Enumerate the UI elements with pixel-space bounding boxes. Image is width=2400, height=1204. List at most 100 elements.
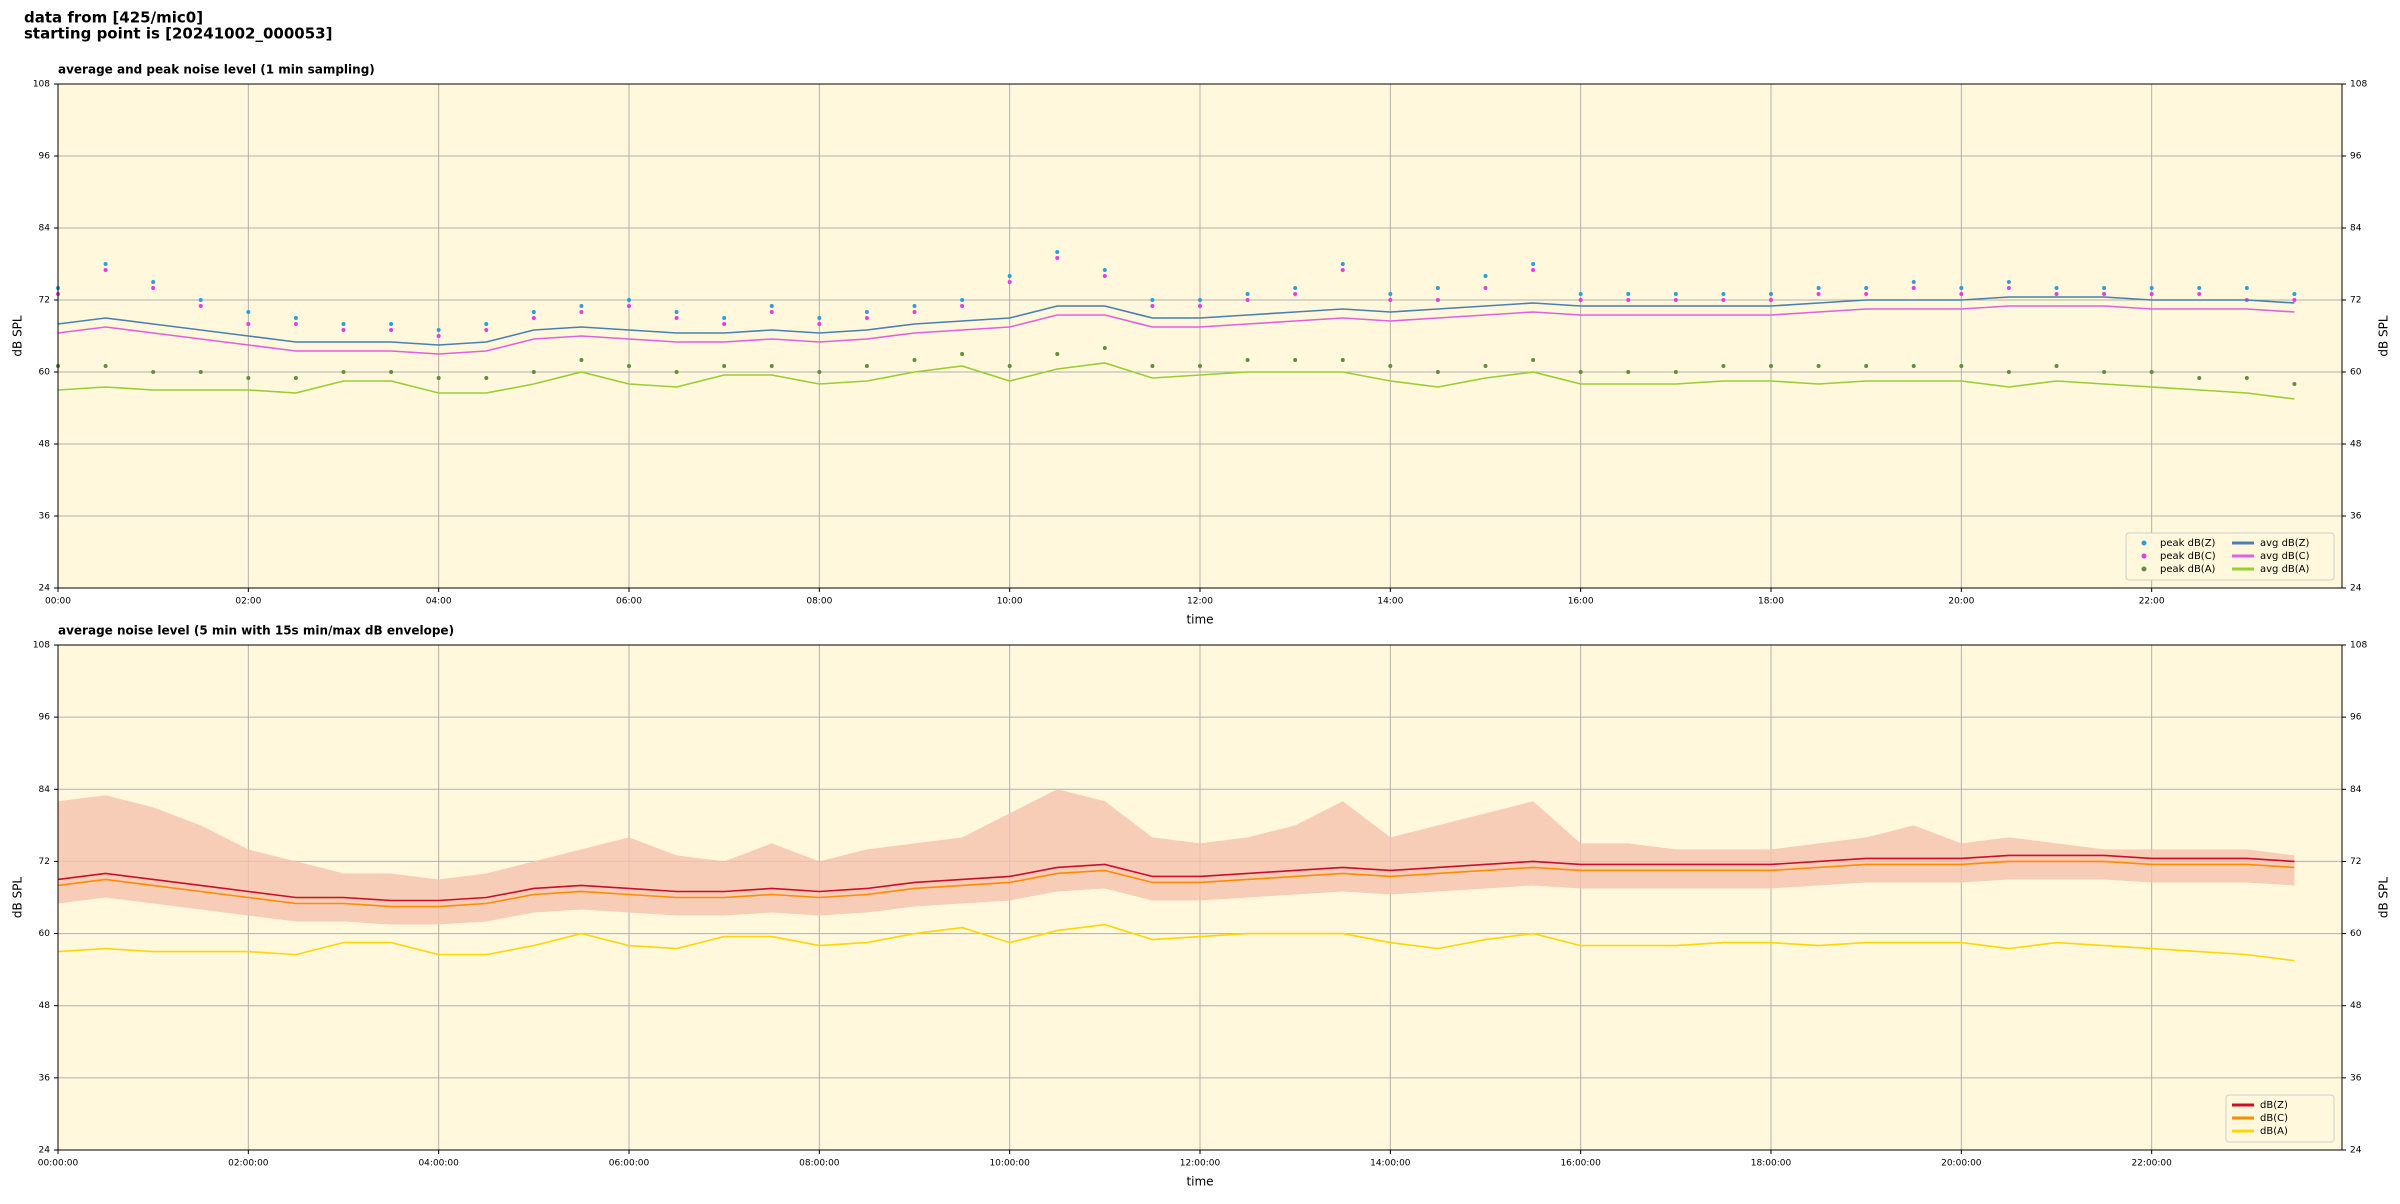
data-point: [722, 322, 727, 326]
data-point: [198, 304, 203, 308]
data-point: [2054, 292, 2059, 296]
plot-frame: [57, 644, 2343, 1151]
data-point: [1626, 292, 1631, 296]
y-axis-label: dB SPL: [11, 877, 25, 919]
data-point: [293, 322, 298, 326]
data-point: [960, 298, 965, 302]
data-point: [2102, 286, 2107, 290]
data-point: [341, 322, 346, 326]
data-point: [531, 316, 536, 320]
data-point: [817, 316, 822, 320]
data-point: [2197, 292, 2202, 296]
data-point: [1388, 298, 1393, 302]
data-point: [1102, 274, 1107, 278]
data-point: [1721, 298, 1726, 302]
data-point: [1293, 358, 1298, 362]
x-tick-label: 22:00: [2139, 597, 2165, 607]
y-tick-label: 24: [39, 1146, 51, 1156]
data-point: [1959, 292, 1964, 296]
data-line: [57, 362, 2295, 400]
y-tick-label: 72: [39, 296, 50, 306]
data-point: [436, 328, 441, 332]
y-tick-label-right: 36: [2350, 512, 2362, 522]
y-tick-label: 96: [39, 152, 51, 162]
y-tick-label: 36: [39, 1073, 51, 1083]
data-point: [627, 364, 631, 368]
data-point: [769, 310, 774, 314]
data-point: [1245, 298, 1250, 302]
data-point: [2054, 286, 2059, 290]
data-point: [1531, 262, 1536, 266]
x-tick-label: 16:00:00: [1560, 1159, 1601, 1169]
data-point: [1673, 298, 1678, 302]
legend-label: peak dB(C): [2160, 551, 2216, 562]
y-tick-label-right: 96: [2350, 152, 2362, 162]
legend-label: avg dB(A): [2260, 564, 2310, 575]
data-point: [1150, 298, 1155, 302]
data-point: [817, 322, 822, 326]
data-line: [57, 854, 2295, 902]
data-point: [1007, 364, 1012, 368]
data-point: [912, 358, 917, 362]
data-point: [2292, 292, 2297, 296]
data-point: [1626, 298, 1631, 302]
y-axis-label: dB SPL: [11, 315, 25, 357]
data-point: [769, 364, 774, 368]
data-point: [2006, 286, 2011, 290]
x-tick-label: 04:00: [426, 597, 452, 607]
header-line: data from [425/mic0]: [24, 9, 203, 27]
y-tick-label-right: 72: [2350, 857, 2361, 867]
data-point: [1245, 292, 1250, 296]
data-point: [1626, 370, 1631, 374]
data-point: [1531, 268, 1536, 272]
data-point: [1816, 364, 1821, 368]
data-point: [1578, 292, 1583, 296]
data-point: [246, 322, 251, 326]
data-point: [1340, 358, 1345, 362]
data-point: [293, 376, 298, 380]
x-tick-label: 02:00:00: [228, 1159, 269, 1169]
data-point: [1293, 286, 1298, 290]
data-point: [484, 328, 489, 332]
data-point: [389, 328, 394, 332]
data-point: [531, 310, 536, 314]
data-point: [484, 376, 489, 380]
data-point: [1055, 352, 1060, 356]
data-point: [960, 352, 965, 356]
data-line: [57, 305, 2295, 355]
x-tick-label: 12:00:00: [1180, 1159, 1221, 1169]
y-tick-label-right: 24: [2350, 1146, 2362, 1156]
x-tick-label: 20:00: [1948, 597, 1974, 607]
x-tick-label: 16:00: [1568, 597, 1594, 607]
x-tick-label: 14:00:00: [1370, 1159, 1411, 1169]
y-tick-label-right: 48: [2350, 440, 2362, 450]
data-point: [627, 304, 631, 308]
x-tick-label: 06:00:00: [609, 1159, 650, 1169]
data-point: [1816, 292, 1821, 296]
data-point: [769, 304, 774, 308]
data-point: [627, 298, 631, 302]
y-tick-label: 108: [33, 641, 50, 651]
y-tick-label: 96: [39, 713, 51, 723]
data-point: [2149, 292, 2154, 296]
data-point: [1198, 304, 1202, 308]
data-point: [2006, 370, 2011, 374]
y-tick-label: 48: [39, 440, 51, 450]
chart: average noise level (5 min with 15s min/…: [11, 624, 2391, 1189]
y-tick-label: 84: [39, 785, 51, 795]
x-tick-label: 00:00:00: [38, 1159, 79, 1169]
legend-marker: [2141, 540, 2147, 546]
data-point: [2292, 382, 2297, 386]
data-point: [817, 370, 822, 374]
y-tick-label: 36: [39, 512, 51, 522]
data-point: [531, 370, 536, 374]
data-point: [103, 262, 108, 266]
data-point: [1769, 292, 1773, 296]
data-point: [389, 370, 394, 374]
data-line: [57, 296, 2295, 346]
data-point: [1435, 298, 1440, 302]
legend-box: [2125, 532, 2335, 581]
data-point: [1673, 292, 1678, 296]
y-tick-label: 24: [39, 584, 51, 594]
data-point: [1388, 364, 1393, 368]
